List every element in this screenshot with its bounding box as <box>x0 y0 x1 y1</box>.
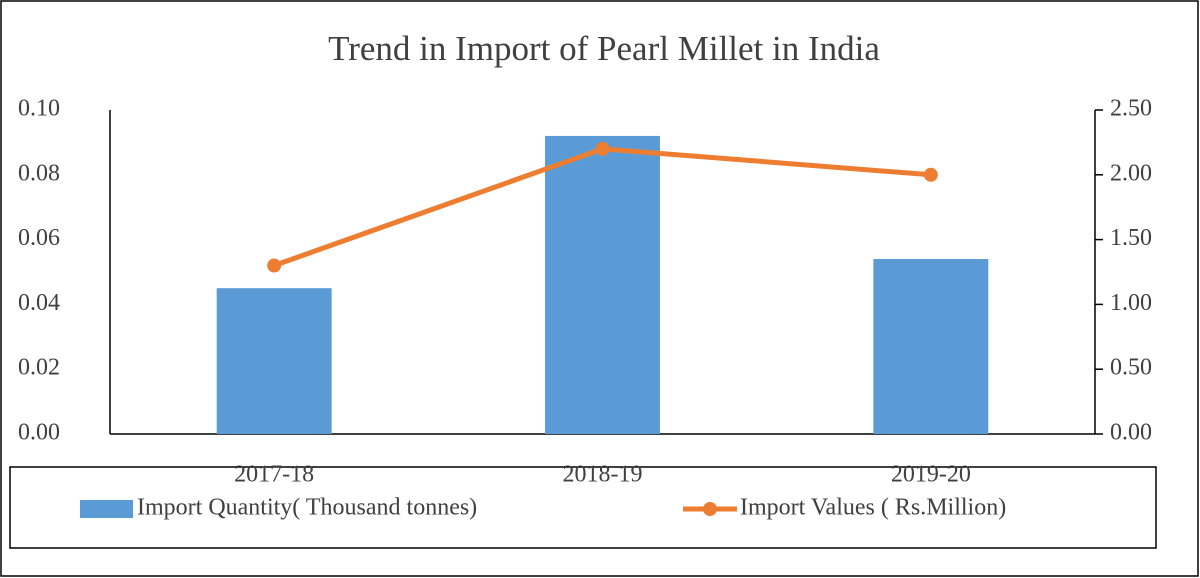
y2-tick-label: 1.00 <box>1110 290 1152 316</box>
y-tick-label: 0.06 <box>18 225 60 251</box>
y-tick-label: 0.02 <box>18 355 60 381</box>
y2-tick-label: 0.50 <box>1110 355 1152 381</box>
legend-box <box>9 466 1157 549</box>
y-tick-label: 0.08 <box>18 160 60 186</box>
legend-marker <box>703 502 717 516</box>
y-tick-label: 0.04 <box>18 290 60 316</box>
y2-tick-label: 2.00 <box>1110 160 1152 186</box>
bar <box>216 288 332 434</box>
bar <box>545 135 660 435</box>
y-tick-label: 0.10 <box>18 96 60 122</box>
x-tick-label: 2017-18 <box>234 462 314 488</box>
chart-title: Trend in Import of Pearl Millet in India <box>328 29 880 68</box>
legend-label: Import Values ( Rs.Million) <box>740 495 1006 521</box>
line-marker <box>595 141 610 156</box>
y2-tick-label: 1.50 <box>1110 225 1152 251</box>
y2-tick-label: 2.50 <box>1110 96 1152 122</box>
y-tick-label: 0.00 <box>18 420 60 446</box>
line-marker <box>267 258 282 273</box>
x-tick-label: 2018-19 <box>563 462 643 488</box>
y2-tick-label: 0.00 <box>1110 420 1152 446</box>
legend-swatch <box>80 500 133 518</box>
line-marker <box>923 167 938 182</box>
x-tick-label: 2019-20 <box>891 462 971 488</box>
bar <box>873 259 989 434</box>
legend-label: Import Quantity( Thousand tonnes) <box>137 495 477 521</box>
